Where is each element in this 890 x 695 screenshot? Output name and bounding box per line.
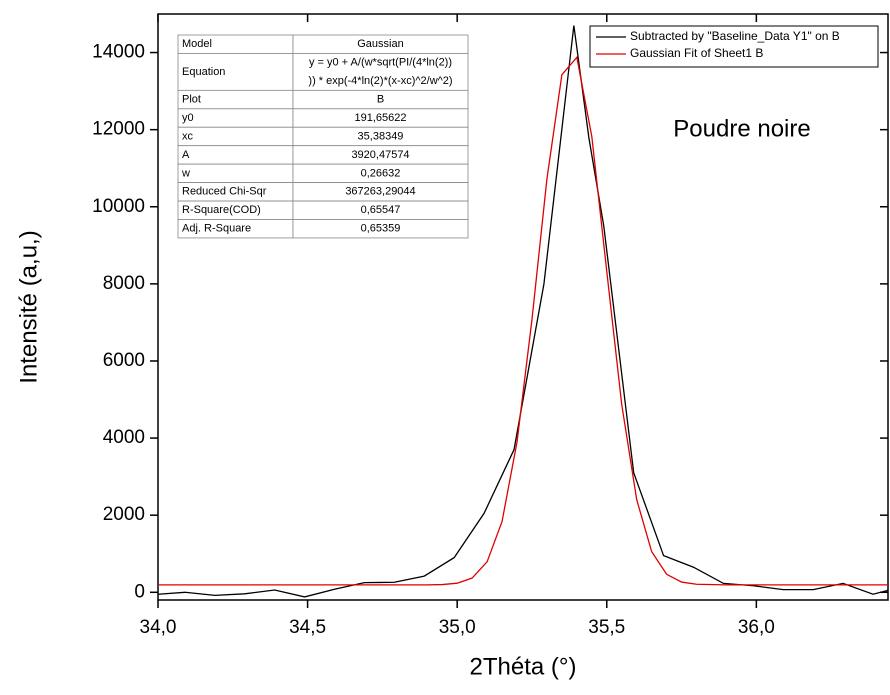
table-value: 191,65622 [355,112,407,124]
x-tick-label: 36,0 [738,617,775,638]
table-label: Plot [182,93,201,105]
table-value: y = y0 + A/(w*sqrt(PI/(4*ln(2)) [309,57,452,69]
table-value: Gaussian [357,38,403,50]
table-label: Adj. R-Square [182,223,251,235]
table-cell [177,163,294,183]
y-tick-label: 12000 [92,119,145,140]
x-tick-label: 34,5 [289,617,326,638]
table-value: )) * exp(-4*ln(2)*(x-xc)^2/w^2) [308,75,452,87]
table-value: 367263,29044 [345,186,415,198]
x-tick-label: 34,0 [140,617,177,638]
table-value: 35,38349 [358,130,404,142]
y-tick-label: 6000 [103,350,145,371]
legend-box [589,25,879,68]
table-cell [292,53,469,91]
legend-label: Gaussian Fit of Sheet1 B [630,46,763,60]
table-label: A [182,149,190,161]
y-tick-label: 2000 [103,504,145,525]
table-cell [177,108,294,128]
table-cell [177,126,294,147]
y-tick-label: 0 [134,581,145,602]
table-label: w [181,167,190,179]
y-axis-title: Intensité (a,u,) [15,230,42,383]
table-cell [177,145,294,165]
x-tick-label: 35,0 [439,617,476,638]
legend-label: Subtracted by "Baseline_Data Y1" on B [630,29,840,43]
fit-table: Model Gaussian Equation y = y0 + A/(w*sqrt(… [177,34,469,239]
plot-frame [157,13,889,601]
table-value: B [377,93,384,105]
table-label: Reduced Chi-Sqr [182,186,267,198]
table-value: 0,26632 [361,167,401,179]
table-label: R-Square(COD) [182,204,261,216]
y-tick-label: 4000 [103,427,145,448]
y-tick-label: 14000 [92,42,145,63]
table-value: 3920,47574 [351,149,409,161]
table-value: 0,65359 [361,223,401,235]
y-tick-label: 8000 [103,273,145,294]
table-label: xc [182,130,194,142]
table-label: Model [182,38,212,50]
series-line [158,25,888,598]
table-label: y0 [182,112,194,124]
x-tick-label: 35,5 [588,617,625,638]
table-label: Equation [182,66,225,78]
y-tick-label: 10000 [92,196,145,217]
table-cell [292,219,469,239]
series-line [158,55,888,586]
annotation: Poudre noire [673,115,810,142]
x-axis-title: 2Théta (°) [470,653,577,680]
table-value: 0,65547 [361,204,401,216]
